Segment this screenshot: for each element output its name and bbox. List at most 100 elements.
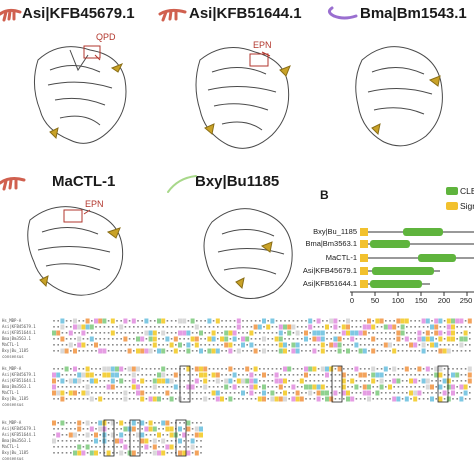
axis-tick-100: 100	[391, 296, 405, 305]
alignment-residue-cell	[417, 336, 422, 342]
alignment-gap-dot	[288, 386, 290, 388]
alignment-residue-cell	[442, 378, 447, 384]
axis-tick-50: 50	[370, 296, 380, 305]
alignment-gap-dot	[133, 344, 135, 346]
alignment-gap-dot	[166, 368, 169, 370]
alignment-gap-dot	[61, 386, 64, 388]
alignment-residue-cell	[421, 378, 426, 384]
motif-annotation-qpd: QPD	[96, 32, 116, 42]
alignment-gap-dot	[389, 338, 391, 340]
alignment-gap-dot	[166, 326, 169, 328]
alignment-gap-dot	[355, 374, 358, 376]
alignment-gap-dot	[309, 344, 311, 346]
alignment-gap-dot	[179, 422, 181, 424]
alignment-residue-cell	[89, 426, 94, 432]
alignment-gap-dot	[301, 344, 303, 346]
alignment-gap-dot	[175, 320, 177, 322]
alignment-gap-dot	[187, 374, 190, 376]
alignment-gap-dot	[103, 386, 106, 388]
alignment-gap-dot	[137, 398, 139, 400]
alignment-gap-dot	[330, 338, 332, 340]
alignment-gap-dot	[292, 380, 295, 382]
alignment-residue-cell	[467, 366, 472, 372]
alignment-gap-dot	[275, 392, 278, 394]
alignment-residue-cell	[220, 336, 224, 342]
alignment-residue-cell	[161, 318, 166, 324]
alignment-gap-dot	[191, 368, 194, 370]
alignment-gap-dot	[183, 326, 185, 328]
alignment-gap-dot	[431, 320, 433, 322]
alignment-gap-dot	[91, 392, 93, 394]
alignment-gap-dot	[149, 386, 152, 388]
alignment-gap-dot	[191, 392, 194, 394]
alignment-gap-dot	[313, 374, 316, 376]
alignment-residue-cell	[165, 378, 170, 384]
alignment-residue-cell	[249, 384, 254, 390]
alignment-gap-dot	[120, 344, 122, 346]
alignment-gap-dot	[263, 326, 265, 328]
alignment-gap-dot	[246, 392, 248, 394]
alignment-residue-cell	[199, 432, 203, 438]
alignment-residue-cell	[299, 378, 304, 384]
alignment-gap-dot	[91, 386, 93, 388]
alignment-gap-dot	[469, 350, 471, 352]
alignment-residue-cell	[131, 372, 136, 378]
alignment-gap-dot	[380, 368, 383, 370]
alignment-gap-dot	[271, 368, 274, 370]
alignment-gap-dot	[452, 344, 454, 346]
alignment-residue-cell	[341, 384, 346, 390]
alignment-residue-cell	[375, 372, 380, 378]
alignment-gap-dot	[200, 386, 202, 388]
alignment-gap-dot	[254, 332, 257, 334]
alignment-residue-cell	[425, 384, 430, 390]
alignment-gap-dot	[427, 392, 429, 394]
alignment-residue-cell	[56, 330, 61, 336]
alignment-gap-dot	[158, 446, 160, 448]
alignment-gap-dot	[401, 350, 404, 352]
alignment-residue-cell	[136, 432, 140, 438]
alignment-gap-dot	[418, 326, 421, 328]
alignment-gap-dot	[334, 386, 337, 388]
alignment-gap-dot	[120, 392, 122, 394]
alignment-gap-dot	[389, 398, 391, 400]
alignment-gap-dot	[208, 344, 211, 346]
alignment-gap-dot	[103, 344, 106, 346]
alignment-gap-dot	[422, 332, 425, 334]
alignment-gap-dot	[229, 374, 232, 376]
alignment-sequence-name: consensus	[2, 402, 24, 407]
alignment-gap-dot	[397, 392, 400, 394]
alignment-gap-dot	[448, 344, 450, 346]
alignment-gap-dot	[149, 380, 152, 382]
alignment-residue-cell	[320, 390, 325, 396]
alignment-gap-dot	[288, 380, 290, 382]
alignment-gap-dot	[397, 350, 400, 352]
alignment-gap-dot	[292, 392, 295, 394]
alignment-gap-dot	[86, 338, 89, 340]
alignment-residue-cell	[287, 366, 292, 372]
alignment-residue-cell	[77, 444, 82, 450]
alignment-gap-dot	[78, 398, 80, 400]
alignment-residue-cell	[241, 342, 245, 348]
alignment-residue-cell	[400, 330, 405, 336]
alignment-residue-cell	[215, 390, 220, 396]
alignment-residue-cell	[295, 348, 300, 354]
alignment-residue-cell	[81, 342, 86, 348]
alignment-gap-dot	[435, 386, 437, 388]
alignment-residue-cell	[73, 390, 77, 396]
alignment-gap-dot	[317, 368, 320, 370]
alignment-residue-cell	[98, 348, 103, 354]
alignment-residue-cell	[77, 378, 82, 384]
alignment-gap-dot	[460, 332, 463, 334]
alignment-gap-dot	[250, 398, 253, 400]
alignment-gap-dot	[107, 440, 110, 442]
alignment-gap-dot	[103, 332, 106, 334]
alignment-gap-dot	[250, 350, 253, 352]
alignment-residue-cell	[56, 390, 61, 396]
alignment-residue-cell	[295, 342, 300, 348]
alignment-gap-dot	[229, 386, 232, 388]
alignment-gap-dot	[309, 338, 311, 340]
alignment-gap-dot	[351, 326, 353, 328]
alignment-residue-cell	[320, 342, 325, 348]
alignment-residue-cell	[421, 348, 426, 354]
